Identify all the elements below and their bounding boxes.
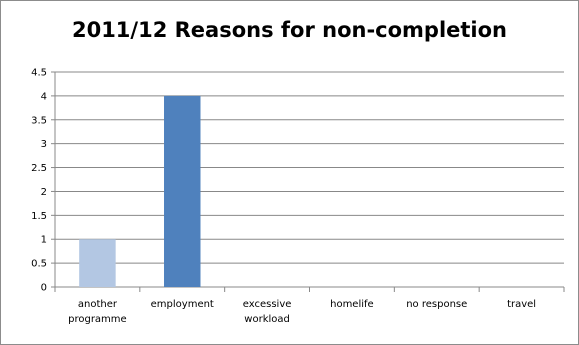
x-category-label: programme bbox=[68, 314, 127, 325]
y-tick-label: 2.5 bbox=[31, 163, 47, 174]
x-category-label: employment bbox=[151, 299, 214, 310]
y-tick-label: 0.5 bbox=[31, 259, 47, 270]
y-tick-label: 1 bbox=[41, 235, 47, 246]
y-tick-label: 4.5 bbox=[31, 68, 47, 79]
chart-title: 2011/12 Reasons for non-completion bbox=[71, 18, 508, 42]
y-tick-label: 4 bbox=[41, 91, 47, 102]
y-tick-label: 2 bbox=[41, 187, 47, 198]
y-tick-label: 0 bbox=[41, 283, 47, 294]
y-tick-label: 3 bbox=[41, 139, 47, 150]
y-tick-label: 1.5 bbox=[31, 211, 47, 222]
x-category-label: another bbox=[78, 299, 118, 310]
y-tick-label: 3.5 bbox=[31, 115, 47, 126]
x-category-label: no response bbox=[406, 299, 467, 310]
bar bbox=[164, 95, 201, 287]
x-category-label: homelife bbox=[330, 299, 374, 310]
x-category-label: travel bbox=[507, 299, 536, 310]
x-category-label: excessive bbox=[243, 299, 292, 310]
x-category-label: workload bbox=[244, 314, 290, 325]
bar bbox=[79, 239, 116, 287]
